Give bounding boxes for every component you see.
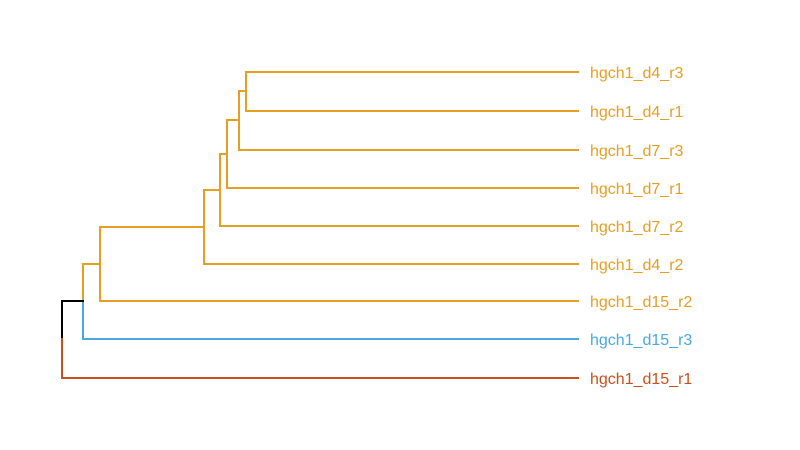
leaf-label-0: hgch1_d4_r3 [590, 65, 684, 82]
leaf-label-4: hgch1_d7_r2 [590, 219, 684, 236]
leaf-labels: hgch1_d4_r3 hgch1_d4_r1 hgch1_d7_r3 hgch1_d… [590, 65, 692, 388]
leaf-label-1: hgch1_d4_r1 [590, 104, 684, 121]
leaf-label-3: hgch1_d7_r1 [590, 181, 684, 198]
leaf-label-5: hgch1_d4_r2 [590, 257, 684, 274]
leaf-label-7: hgch1_d15_r3 [590, 332, 692, 349]
leaf-label-8: hgch1_d15_r1 [590, 371, 692, 388]
leaf-label-6: hgch1_d15_r2 [590, 294, 692, 311]
dendrogram-branches [61, 71, 579, 379]
leaf-label-2: hgch1_d7_r3 [590, 143, 684, 160]
